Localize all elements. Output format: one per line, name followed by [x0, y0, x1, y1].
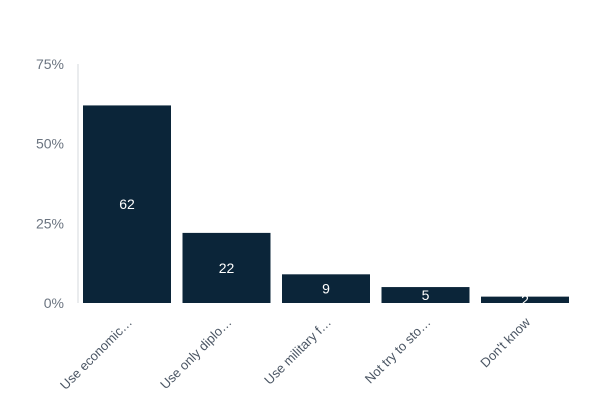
bar-value-label: 62: [119, 196, 135, 212]
bar: [83, 105, 171, 303]
bar-value-label: 9: [322, 281, 330, 297]
x-category-label: Use economic…: [57, 315, 135, 393]
y-axis: 0% 25% 50% 75%: [36, 56, 79, 311]
x-category-label: Don't know: [477, 314, 533, 370]
x-category-label: Not try to sto…: [362, 315, 434, 387]
bar: [282, 274, 370, 303]
y-tick-label: 0%: [44, 295, 64, 311]
y-tick-label: 50%: [36, 136, 64, 152]
bar: [481, 296, 569, 303]
bars: [83, 105, 569, 303]
bar-value-label: 2: [521, 292, 529, 308]
bar-value-label: 22: [219, 260, 235, 276]
x-axis-labels: Use economic… Use only diplo… Use military…: [57, 314, 533, 392]
x-category-label: Use only diplo…: [157, 315, 235, 393]
y-tick-label: 75%: [36, 56, 64, 72]
x-category-label: Use military f…: [261, 315, 334, 388]
bar: [381, 287, 470, 303]
data-labels: 62 22 9 5 2: [119, 196, 529, 308]
bar: [182, 232, 271, 303]
bar-value-label: 5: [422, 287, 430, 303]
y-tick-label: 25%: [36, 215, 64, 231]
